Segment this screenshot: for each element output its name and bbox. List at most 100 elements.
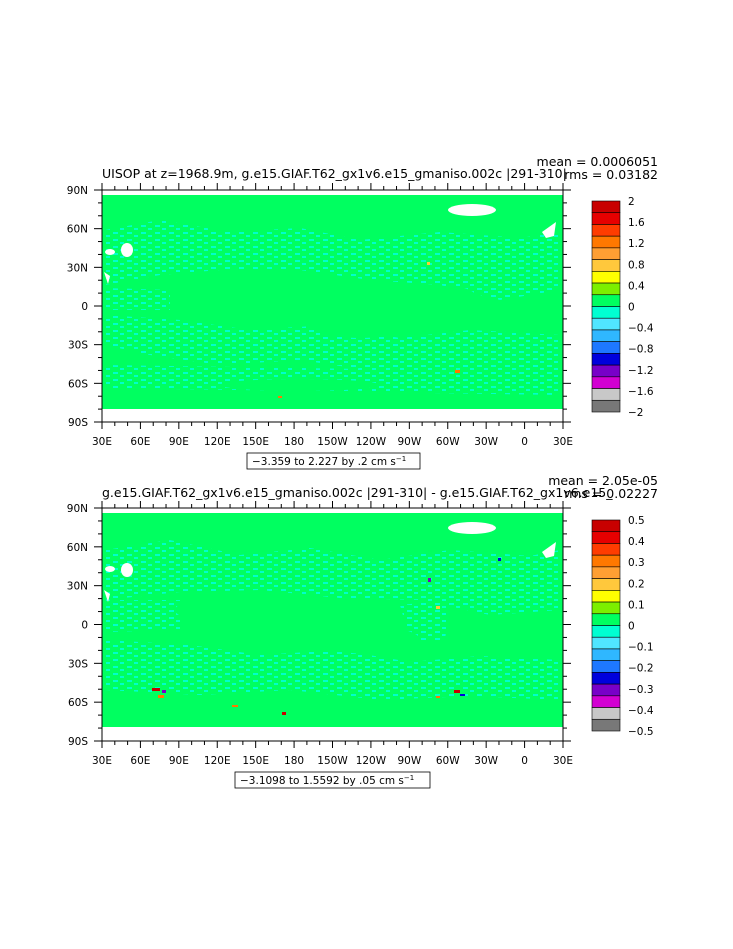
colorbar-swatch	[591, 224, 621, 237]
y-tick-label: 60S	[68, 697, 88, 709]
panel-2-axes: 30E 60E 90E 120E 150E 180 150W 120W 90W 60W 30W 0 30…	[67, 501, 573, 767]
colorbar-swatch	[591, 353, 621, 366]
colorbar-label: 0.3	[628, 557, 645, 569]
x-tick-label: 30E	[92, 755, 112, 767]
colorbar-label: −0.5	[628, 726, 654, 738]
panel-2-range-box	[234, 771, 431, 789]
y-tick-label: 90N	[67, 503, 88, 515]
colorbar-swatch	[591, 601, 621, 615]
colorbar-swatch	[591, 543, 621, 556]
colorbar-swatch	[591, 200, 621, 214]
no-data-band-south	[102, 409, 563, 422]
colorbar-swatch	[591, 648, 621, 661]
x-tick-label: 180	[284, 436, 304, 448]
panel-2-title: g.e15.GIAF.T62_gx1v6.e15_gmaniso.002c |2…	[102, 485, 613, 500]
colorbar-label: −1.2	[628, 365, 654, 377]
no-data-band-north	[102, 508, 563, 513]
colorbar-swatch	[591, 317, 621, 331]
y-tick-label: 90N	[67, 185, 88, 197]
colorbar-label: 0.2	[628, 578, 645, 590]
colorbar-swatch	[591, 235, 621, 249]
colorbar-label: 0.8	[628, 259, 645, 271]
positive-regions	[175, 598, 420, 716]
x-tick-label: 150E	[242, 755, 269, 767]
colorbar-swatch	[591, 341, 621, 354]
colorbar-label: −0.2	[628, 663, 654, 675]
x-tick-label: 30E	[92, 436, 112, 448]
x-tick-label: 30W	[474, 755, 498, 767]
panel-2-rms: rms = 0.02227	[564, 486, 658, 501]
colorbar-swatch	[591, 707, 621, 720]
x-tick-label: 150E	[242, 436, 269, 448]
colorbar-swatch	[591, 660, 621, 673]
x-tick-label: 90W	[397, 755, 421, 767]
y-tick-label: 60N	[67, 224, 88, 236]
panel-1-title: UISOP at z=1968.9m, g.e15.GIAF.T62_gx1v6…	[102, 166, 567, 181]
colorbar-swatch	[591, 590, 621, 603]
anomaly-specks	[152, 558, 501, 715]
colorbar-swatch	[591, 566, 621, 579]
x-tick-label: 90W	[397, 436, 421, 448]
colorbar-label: 1.2	[628, 238, 645, 250]
x-tick-label: 180	[284, 755, 304, 767]
colorbar-swatch	[591, 212, 621, 225]
y-tick-label: 30N	[67, 262, 88, 274]
x-tick-label: 0	[521, 436, 528, 448]
colorbar-label: 0	[628, 302, 635, 314]
colorbar-label: 0.4	[628, 536, 645, 548]
colorbar-label: −1.6	[628, 386, 654, 398]
x-tick-label: 30E	[553, 436, 573, 448]
x-tick-label: 150W	[317, 436, 348, 448]
colorbar-swatch	[591, 282, 621, 296]
x-tick-label: 120W	[356, 436, 387, 448]
colorbar-label: −2	[628, 407, 643, 419]
no-data-band-north	[102, 190, 563, 195]
panel-1-colorbar: 2 1.6 1.2 0.8 0.4 0 −0.4 −0.8 −1.2 −1.6 −2	[591, 196, 654, 419]
colorbar-swatch	[591, 578, 621, 591]
colorbar-swatch	[591, 683, 621, 697]
x-tick-label: 120E	[204, 755, 231, 767]
panel-1-map	[101, 189, 564, 423]
colorbar-swatch	[591, 531, 621, 544]
panel-2-colorbar: 0.5 0.4 0.3 0.2 0.1 0 −0.1 −0.2 −0.3 −0.4 −0.5	[591, 515, 654, 738]
y-tick-label: 90S	[68, 417, 88, 429]
panel-2-mean: mean = 2.05e-05	[548, 473, 658, 488]
colorbar-label: 0.5	[628, 515, 645, 527]
y-tick-label: 30S	[68, 340, 88, 352]
colorbar-label: 0	[628, 621, 635, 633]
panel-1-range-box	[246, 452, 421, 470]
colorbar-label: −0.3	[628, 684, 654, 696]
colorbar-label: −0.1	[628, 642, 654, 654]
colorbar-swatch	[591, 554, 621, 568]
colorbar-swatch	[591, 625, 621, 638]
colorbar-swatch	[591, 294, 621, 307]
colorbar-swatch	[591, 636, 621, 650]
panel-1-range-label: −3.359 to 2.227 by .2 cm s−1	[252, 455, 406, 468]
panel-1-axes: 30E 60E 90E 120E 150E 180 150W 120W 90W 60W 30W 0 30…	[67, 183, 573, 448]
colorbar-swatch	[591, 306, 621, 319]
panel-1: UISOP at z=1968.9m, g.e15.GIAF.T62_gx1v6…	[67, 154, 658, 470]
colorbar-label: 0.4	[628, 280, 645, 292]
x-tick-label: 90E	[169, 436, 189, 448]
x-tick-label: 0	[521, 755, 528, 767]
y-tick-label: 90S	[68, 736, 88, 748]
colorbar-label: 2	[628, 196, 635, 208]
colorbar-label: −0.4	[628, 323, 654, 335]
colorbar-swatch	[591, 388, 621, 401]
colorbar-swatch	[591, 718, 621, 732]
colorbar-swatch	[591, 672, 621, 685]
y-tick-label: 60N	[67, 542, 88, 554]
colorbar-label: −0.8	[628, 344, 654, 356]
y-tick-label: 0	[81, 620, 88, 632]
x-tick-label: 90E	[169, 755, 189, 767]
y-tick-label: 30N	[67, 581, 88, 593]
negative-regions	[105, 540, 560, 700]
panel-1-rms: rms = 0.03182	[564, 167, 658, 182]
land-masses	[104, 522, 556, 602]
x-tick-label: 60W	[436, 436, 460, 448]
colorbar-swatch	[591, 613, 621, 626]
colorbar-swatch	[591, 364, 621, 378]
y-tick-label: 30S	[68, 658, 88, 670]
panel-2-map	[101, 507, 564, 742]
